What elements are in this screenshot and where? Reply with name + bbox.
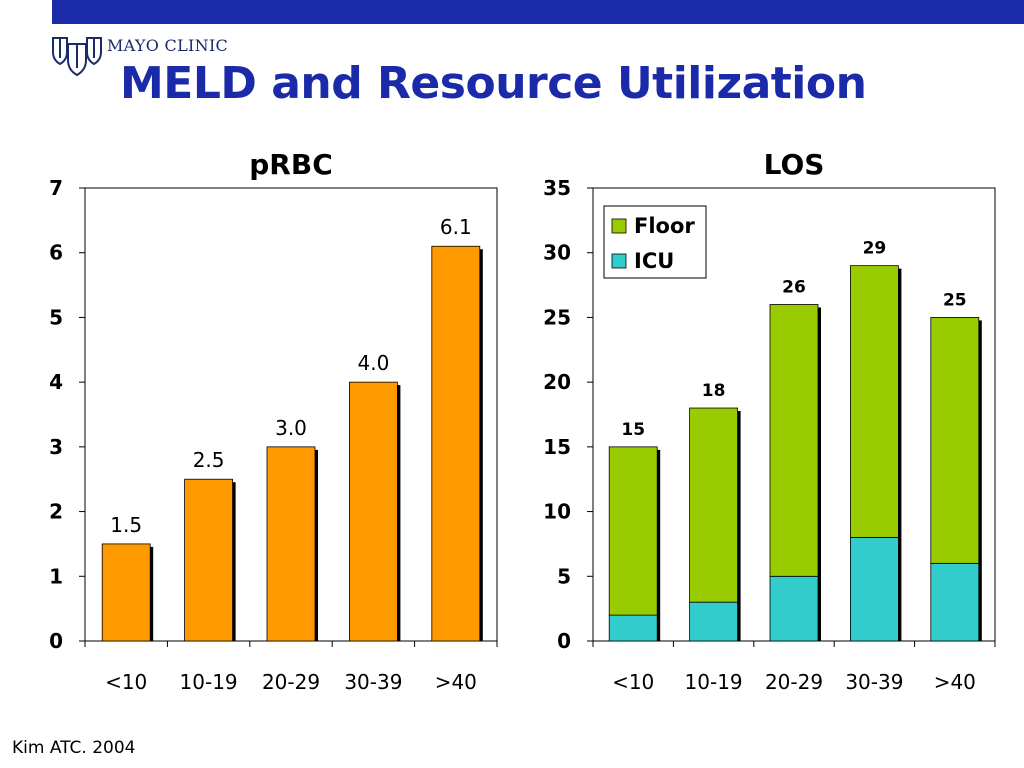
stack-segment-icu	[850, 537, 899, 642]
stack-segment-icu	[689, 601, 738, 642]
bar-data-label: 4.0	[357, 351, 389, 375]
stack-segment-floor	[769, 304, 819, 577]
stack-total-label: 18	[702, 381, 726, 401]
bar-data-label: 1.5	[110, 513, 142, 537]
prbc-x-tick-label: <10	[105, 670, 147, 694]
stack-segment-floor	[930, 317, 980, 564]
prbc-chart-title: pRBC	[249, 148, 333, 181]
prbc-y-tick-label: 5	[49, 305, 63, 329]
stack-total-label: 26	[782, 277, 806, 297]
citation: Kim ATC. 2004	[12, 738, 136, 758]
los-x-tick-label: >40	[934, 670, 976, 694]
prbc-y-tick-label: 7	[49, 176, 63, 200]
los-y-tick-label: 15	[543, 435, 571, 459]
bar	[184, 478, 234, 642]
legend-swatch-icu	[611, 253, 627, 269]
legend-swatch-floor	[611, 218, 627, 234]
bar-data-label: 3.0	[275, 416, 307, 440]
prbc-y-tick-label: 6	[49, 241, 63, 265]
prbc-x-tick-label: 10-19	[180, 670, 238, 694]
los-y-tick-label: 35	[543, 176, 571, 200]
bar-data-label: 2.5	[193, 448, 225, 472]
prbc-x-tick-label: 20-29	[262, 670, 320, 694]
prbc-y-tick-label: 3	[49, 435, 63, 459]
los-y-tick-label: 10	[543, 500, 571, 524]
bar	[431, 245, 481, 642]
stack-segment-floor	[689, 407, 738, 603]
los-x-tick-label: <10	[612, 670, 654, 694]
legend-label-floor: Floor	[634, 214, 695, 238]
los-y-tick-label: 30	[543, 241, 571, 265]
los-x-tick-label: 20-29	[765, 670, 823, 694]
stack-total-label: 25	[943, 290, 967, 310]
stack-total-label: 29	[863, 239, 887, 259]
prbc-y-tick-label: 0	[49, 629, 63, 653]
prbc-x-tick-label: 30-39	[344, 670, 402, 694]
legend-label-icu: ICU	[634, 249, 674, 273]
los-y-tick-label: 5	[557, 564, 571, 588]
top-accent-bar	[52, 0, 1024, 24]
stack-segment-icu	[930, 562, 980, 642]
bar	[266, 446, 316, 642]
los-y-tick-label: 25	[543, 305, 571, 329]
bar-data-label: 6.1	[440, 215, 472, 239]
prbc-y-tick-label: 1	[49, 564, 63, 588]
prbc-y-tick-label: 4	[49, 370, 63, 394]
stack-segment-icu	[769, 575, 819, 642]
slide-title: MELD and Resource Utilization	[120, 58, 867, 109]
los-chart-title: LOS	[764, 148, 825, 181]
mayo-shields-icon	[52, 37, 102, 76]
stack-total-label: 15	[621, 420, 645, 440]
stack-segment-icu	[608, 614, 658, 642]
prbc-y-tick-label: 2	[49, 500, 63, 524]
los-x-tick-label: 30-39	[845, 670, 903, 694]
stack-segment-floor	[850, 265, 899, 538]
stack-segment-floor	[608, 446, 658, 616]
los-y-tick-label: 20	[543, 370, 571, 394]
prbc-x-tick-label: >40	[435, 670, 477, 694]
bar	[348, 381, 398, 642]
los-x-tick-label: 10-19	[685, 670, 743, 694]
bar	[101, 543, 151, 642]
logo-text: MAYO CLINIC	[107, 36, 229, 55]
los-y-tick-label: 0	[557, 629, 571, 653]
